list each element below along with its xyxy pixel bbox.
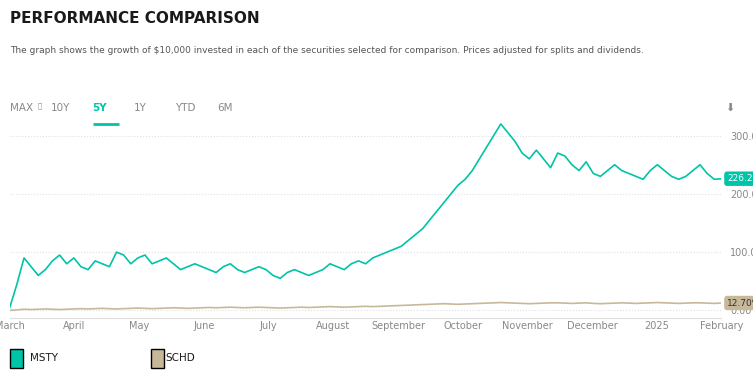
Text: MSTY: MSTY [30,353,58,363]
Text: 🔒: 🔒 [38,103,42,109]
Text: The graph shows the growth of $10,000 invested in each of the securities selecte: The graph shows the growth of $10,000 in… [10,46,644,55]
Text: 6M: 6M [217,103,233,113]
Text: 226.28%: 226.28% [727,174,753,183]
Text: 1Y: 1Y [134,103,147,113]
Text: 12.70%: 12.70% [727,298,753,307]
Text: SCHD: SCHD [166,353,196,363]
Text: MAX: MAX [10,103,33,113]
Text: YTD: YTD [175,103,196,113]
Text: PERFORMANCE COMPARISON: PERFORMANCE COMPARISON [10,11,260,26]
Text: 5Y: 5Y [93,103,107,113]
Text: ⬇: ⬇ [725,103,734,113]
Text: 10Y: 10Y [51,103,71,113]
